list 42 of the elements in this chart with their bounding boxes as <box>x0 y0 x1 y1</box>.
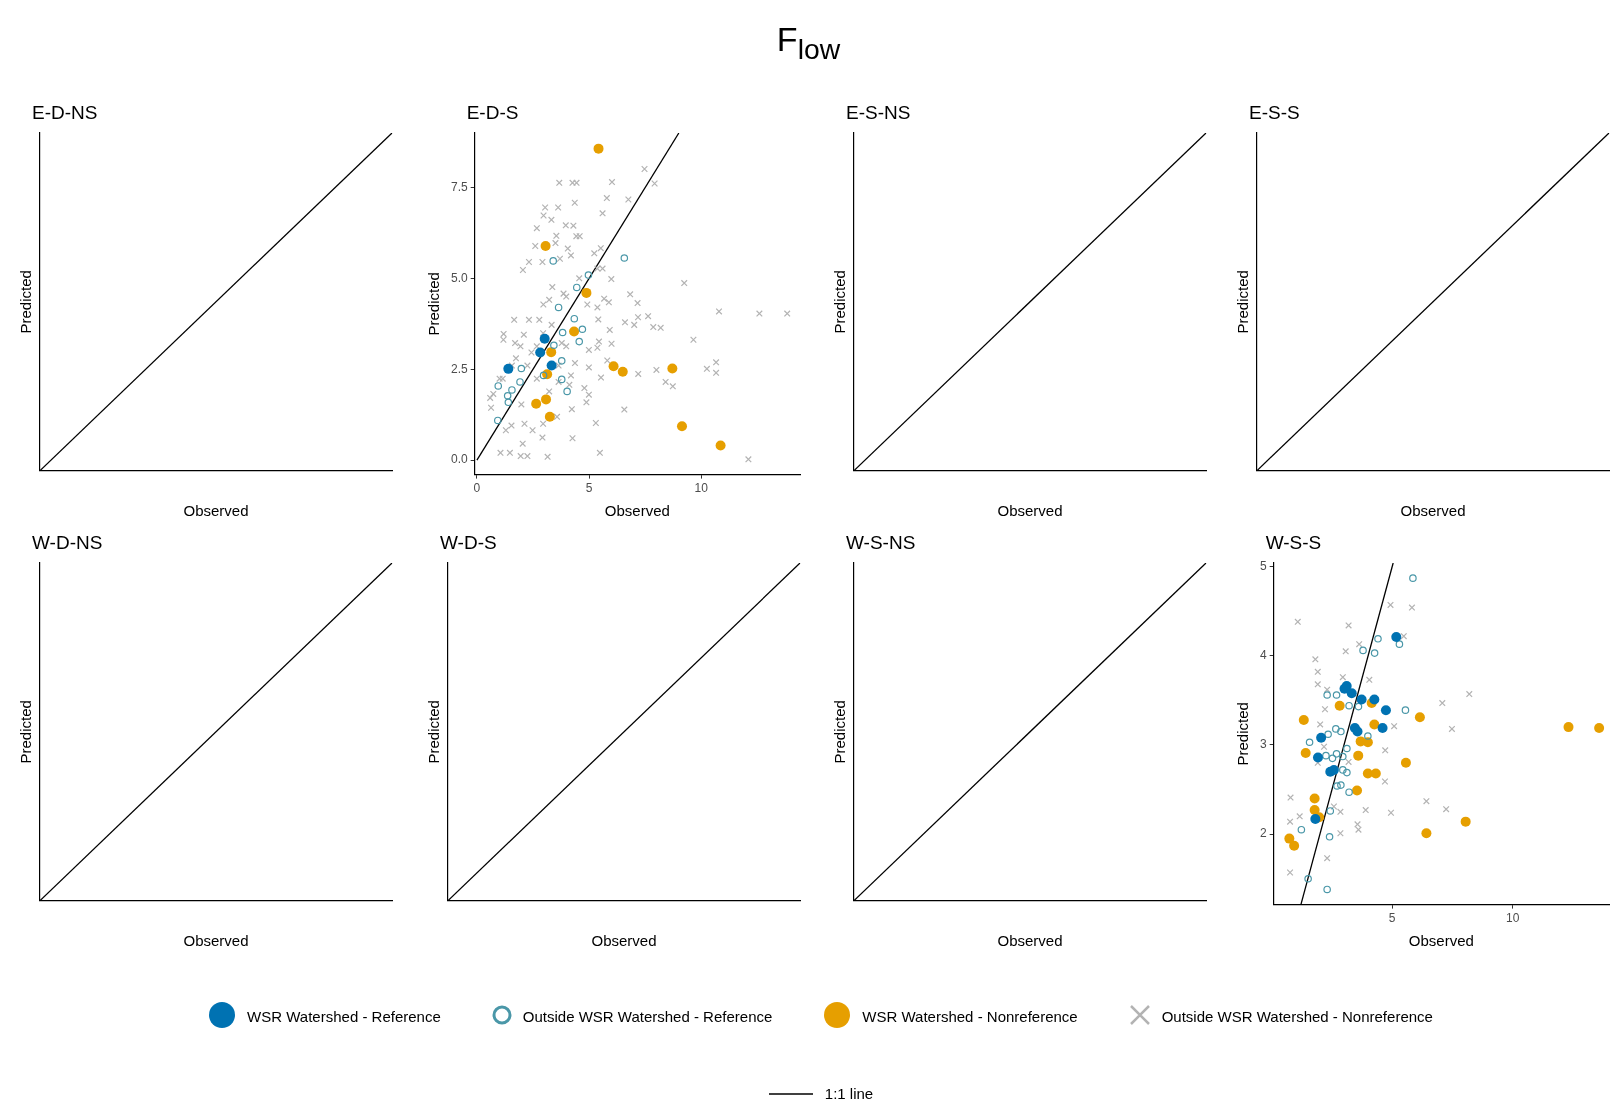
y-axis-title: Predicted <box>1234 702 1252 766</box>
x-tick-label: 0 <box>473 481 481 496</box>
legend-label: WSR Watershed - Reference <box>247 1008 441 1025</box>
chart-title: W-D-NS <box>32 531 103 553</box>
y-tick-label: 5 <box>1259 558 1267 573</box>
x-axis-title: Observed <box>997 502 1063 520</box>
x-tick-label: 10 <box>694 481 709 496</box>
legend-label: WSR Watershed - Nonreference <box>862 1008 1078 1025</box>
y-tick-label: 5.0 <box>450 270 468 285</box>
x-axis-title: Observed <box>604 502 670 520</box>
y-tick-label: 2 <box>1259 826 1267 841</box>
x-axis-title: Observed <box>997 932 1063 950</box>
y-axis-title: Predicted <box>831 700 849 764</box>
y-axis-title: Predicted <box>17 700 35 764</box>
y-axis-title: Predicted <box>425 700 443 764</box>
chart-title: E-D-S <box>466 101 519 123</box>
y-tick-label: 7.5 <box>450 179 468 194</box>
y-tick-label: 2.5 <box>450 361 468 376</box>
y-tick-label: 4 <box>1259 648 1267 663</box>
chart-title: W-S-NS <box>846 531 916 553</box>
y-axis-title: Predicted <box>17 270 35 334</box>
chart-title: W-D-S <box>440 531 497 553</box>
x-axis-title: Observed <box>591 932 657 950</box>
chart-title: E-S-NS <box>846 101 911 123</box>
x-tick-label: 5 <box>585 481 593 496</box>
chart-title: W-S-S <box>1265 531 1322 553</box>
legend-label: 1:1 line <box>824 1085 874 1100</box>
y-tick-label: 3 <box>1259 737 1267 752</box>
y-axis-title: Predicted <box>425 272 443 336</box>
y-axis-title: Predicted <box>831 270 849 334</box>
x-axis-title: Observed <box>1400 502 1466 520</box>
legend-label: Outside WSR Watershed - Nonreference <box>1161 1008 1433 1025</box>
chart-title: E-D-NS <box>32 101 98 123</box>
x-axis-title: Observed <box>1408 932 1474 950</box>
y-tick-label: 0.0 <box>450 452 468 467</box>
legend-label: Outside WSR Watershed - Reference <box>522 1008 773 1025</box>
y-axis-title: Predicted <box>1234 270 1252 334</box>
x-axis-title: Observed <box>183 932 249 950</box>
chart-title: E-S-S <box>1249 101 1300 123</box>
x-tick-label: 10 <box>1505 911 1520 926</box>
x-axis-title: Observed <box>183 502 249 520</box>
text: F$_{low}$ <box>775 20 842 66</box>
